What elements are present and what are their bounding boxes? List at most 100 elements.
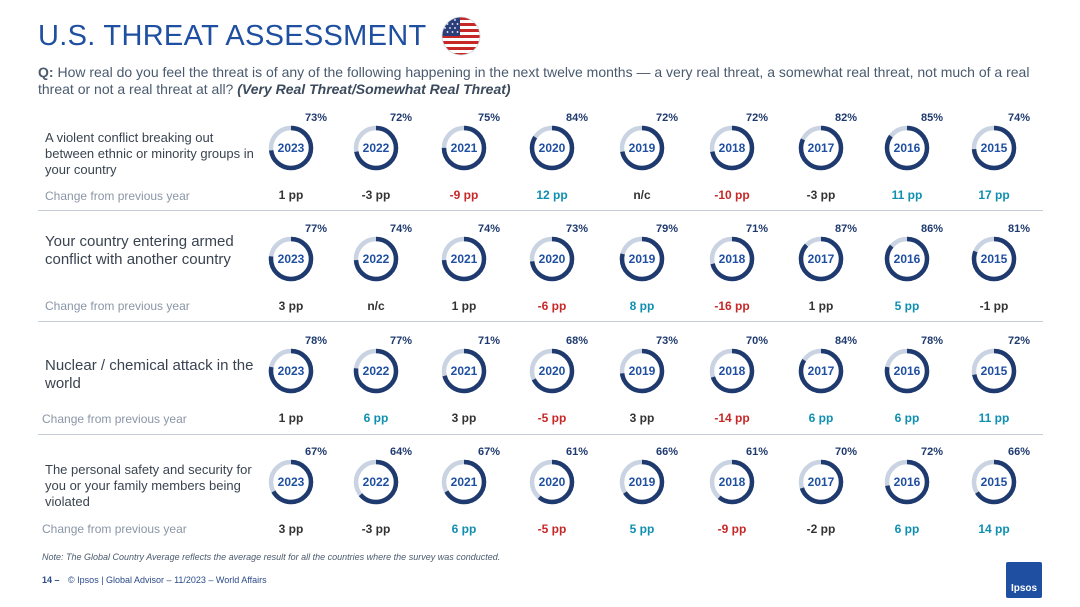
ring-value-arc (798, 236, 844, 282)
ring-year-label: 2019 (628, 475, 656, 489)
change-value: -10 pp (714, 188, 750, 202)
ring-percent-label: 82% (835, 112, 858, 124)
change-value: -3 pp (361, 522, 391, 536)
threat-ring-2018: 2018 (708, 235, 756, 283)
ring-year-label: 2019 (628, 252, 656, 266)
ring-year-label: 2023 (277, 141, 305, 155)
ring-year-label: 2015 (980, 252, 1008, 266)
copyright-text: © Ipsos | Global Advisor – 11/2023 – Wor… (68, 575, 267, 585)
ring-year-label: 2018 (718, 475, 746, 489)
threat-ring-2021: 2021 (440, 458, 488, 506)
threat-ring-2015: 2015 (970, 235, 1018, 283)
threat-ring-2023: 2023 (267, 235, 315, 283)
threat-ring-2017: 2017 (797, 124, 845, 172)
ring-percent-label: 70% (835, 446, 858, 458)
ring-year-label: 2020 (538, 364, 566, 378)
ring-value-arc (709, 236, 755, 282)
ring-value-arc (441, 236, 487, 282)
threat-ring-2017: 2017 (797, 235, 845, 283)
ring-year-label: 2016 (893, 475, 921, 489)
change-value: 5 pp (629, 522, 655, 536)
ring-percent-label: 72% (921, 446, 944, 458)
page-title: U.S. THREAT ASSESSMENT (38, 20, 427, 52)
ring-year-label: 2016 (893, 141, 921, 155)
ring-year-label: 2017 (807, 364, 835, 378)
threat-ring-2015: 2015 (970, 124, 1018, 172)
change-value: 12 pp (536, 188, 568, 202)
ring-percent-label: 72% (746, 112, 769, 124)
change-value: 8 pp (629, 299, 655, 313)
ring-value-arc (619, 459, 665, 505)
row-divider (38, 434, 1043, 435)
ring-percent-label: 84% (566, 112, 589, 124)
footnote: Note: The Global Country Average reflect… (42, 552, 501, 562)
question-prefix: Q: (38, 64, 54, 80)
row-label: The personal safety and security for you… (45, 462, 252, 509)
ring-value-arc (884, 125, 930, 171)
ring-percent-label: 64% (390, 446, 413, 458)
ring-value-arc (619, 236, 665, 282)
ring-value-arc (529, 125, 575, 171)
ring-value-arc (441, 125, 487, 171)
change-value: -14 pp (714, 411, 750, 425)
threat-ring-2020: 2020 (528, 124, 576, 172)
ring-year-label: 2017 (807, 141, 835, 155)
change-value: n/c (367, 299, 385, 313)
ring-value-arc (353, 459, 399, 505)
ring-year-label: 2015 (980, 141, 1008, 155)
ring-value-arc (798, 125, 844, 171)
change-value: 3 pp (278, 299, 304, 313)
threat-ring-2021: 2021 (440, 124, 488, 172)
ring-value-arc (971, 348, 1017, 394)
change-value: -3 pp (361, 188, 391, 202)
ring-value-arc (971, 236, 1017, 282)
change-value: -5 pp (537, 411, 567, 425)
row-divider (38, 210, 1043, 211)
ring-year-label: 2015 (980, 475, 1008, 489)
ring-percent-label: 74% (1008, 112, 1031, 124)
question-text: How real do you feel the threat is of an… (38, 64, 1030, 97)
change-value: 1 pp (808, 299, 834, 313)
row-divider (38, 321, 1043, 322)
ring-percent-label: 66% (1008, 446, 1031, 458)
threat-ring-2023: 2023 (267, 347, 315, 395)
threat-ring-2019: 2019 (618, 124, 666, 172)
ring-year-label: 2023 (277, 364, 305, 378)
ring-percent-label: 84% (835, 335, 858, 347)
ring-value-arc (619, 348, 665, 394)
change-value: -1 pp (979, 299, 1009, 313)
ring-year-label: 2019 (628, 364, 656, 378)
change-value: -9 pp (449, 188, 479, 202)
threat-row-armed-conflict: Your country entering armed conflict wit… (38, 221, 1043, 332)
ring-percent-label: 73% (656, 335, 679, 347)
ring-percent-label: 72% (1008, 335, 1031, 347)
threat-ring-2019: 2019 (618, 235, 666, 283)
change-value: 6 pp (451, 522, 477, 536)
threat-ring-2020: 2020 (528, 235, 576, 283)
ring-value-arc (884, 236, 930, 282)
change-value: 6 pp (808, 411, 834, 425)
ring-percent-label: 77% (305, 223, 328, 235)
ring-percent-label: 61% (566, 446, 589, 458)
ring-year-label: 2022 (362, 364, 390, 378)
ring-percent-label: 71% (746, 223, 769, 235)
ring-year-label: 2015 (980, 364, 1008, 378)
ring-percent-label: 79% (656, 223, 679, 235)
ring-year-label: 2022 (362, 141, 390, 155)
ring-percent-label: 67% (305, 446, 328, 458)
change-value: -2 pp (806, 522, 836, 536)
ring-year-label: 2021 (450, 475, 478, 489)
ring-percent-label: 74% (390, 223, 413, 235)
us-flag-icon (441, 16, 481, 56)
ring-value-arc (268, 348, 314, 394)
threat-row-ethnic-conflict: A violent conflict breaking out between … (38, 110, 1043, 221)
change-value: -5 pp (537, 522, 567, 536)
ring-percent-label: 72% (390, 112, 413, 124)
ring-percent-label: 73% (566, 223, 589, 235)
ring-percent-label: 73% (305, 112, 328, 124)
threat-row-personal-safety: The personal safety and security for you… (38, 444, 1043, 555)
threat-ring-2023: 2023 (267, 124, 315, 172)
ring-year-label: 2020 (538, 141, 566, 155)
change-value: -9 pp (717, 522, 747, 536)
row-label: Nuclear / chemical attack in the world (45, 357, 254, 392)
